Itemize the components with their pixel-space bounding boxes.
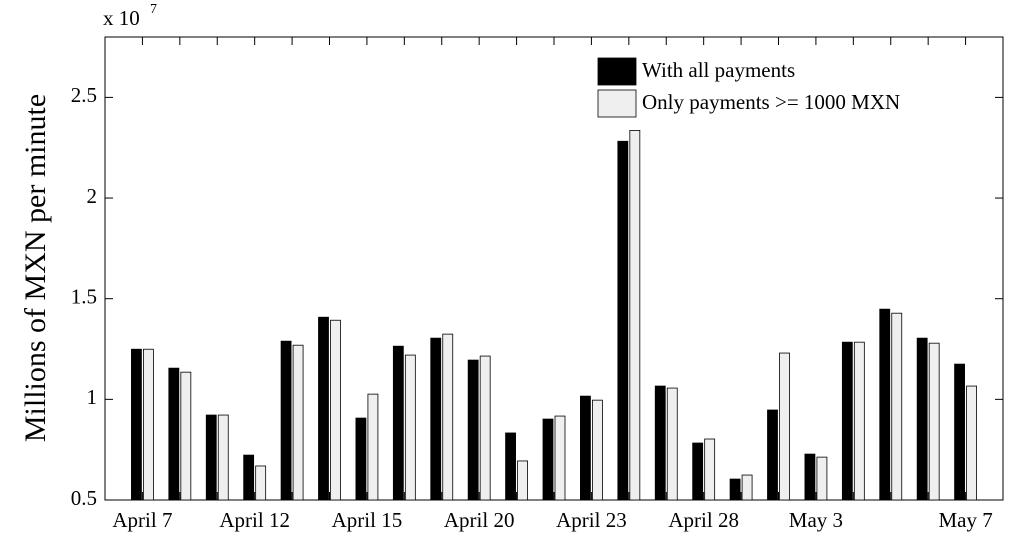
x-tick-label: April 23 xyxy=(556,508,627,532)
bar xyxy=(505,432,516,501)
legend-label: With all payments xyxy=(642,58,795,82)
bar xyxy=(692,442,704,501)
bar xyxy=(168,367,180,501)
bar xyxy=(554,415,566,501)
bar xyxy=(928,342,940,501)
bar xyxy=(255,465,267,501)
bar xyxy=(205,414,217,501)
y-tick-label: 2 xyxy=(87,184,98,208)
bar xyxy=(841,341,853,501)
bar xyxy=(954,363,965,501)
x-tick-label: April 15 xyxy=(332,508,403,532)
bar xyxy=(479,355,491,501)
bar xyxy=(280,340,292,501)
bar xyxy=(367,393,379,501)
bar xyxy=(816,456,828,501)
multiplier-exponent: 7 xyxy=(150,2,157,17)
bar xyxy=(292,344,304,501)
bar xyxy=(467,359,479,501)
legend-swatch xyxy=(597,89,637,118)
bar xyxy=(392,345,404,501)
y-tick-label: 1.5 xyxy=(71,285,97,309)
bar xyxy=(916,337,928,501)
bar xyxy=(243,454,255,501)
bar xyxy=(853,341,865,501)
legend-swatch xyxy=(597,57,637,86)
bar xyxy=(404,354,416,501)
bar xyxy=(966,385,977,501)
bar xyxy=(879,308,891,501)
bar xyxy=(217,414,229,501)
bar xyxy=(741,474,753,501)
y-tick-label: 0.5 xyxy=(71,486,97,510)
bar xyxy=(131,348,142,501)
axes-box xyxy=(104,36,1004,501)
x-tick-label: May 7 xyxy=(938,508,992,532)
bar xyxy=(891,312,903,501)
bar xyxy=(330,319,341,501)
bar xyxy=(779,352,790,501)
bar xyxy=(767,409,778,501)
bar xyxy=(442,333,454,501)
bar xyxy=(143,348,154,501)
x-tick-label: April 12 xyxy=(219,508,290,532)
y-tick-label: 1 xyxy=(87,385,98,409)
bar xyxy=(629,130,641,501)
bar xyxy=(666,387,678,501)
bar xyxy=(542,418,554,501)
x-tick-label: April 28 xyxy=(668,508,739,532)
y-axis-label: Millions of MXN per minute xyxy=(19,94,52,442)
legend-label: Only payments >= 1000 MXN xyxy=(642,90,900,114)
bar xyxy=(704,438,716,501)
bar xyxy=(517,460,528,501)
bar xyxy=(580,395,591,501)
bar xyxy=(729,478,741,501)
bar xyxy=(617,140,629,501)
bar xyxy=(430,337,442,501)
x-tick-label: May 3 xyxy=(789,508,843,532)
y-tick-label: 2.5 xyxy=(71,83,97,107)
bar xyxy=(355,417,367,501)
bar xyxy=(654,385,666,501)
x-tick-label: April 20 xyxy=(444,508,515,532)
multiplier-base: x 10 xyxy=(103,6,140,30)
bar xyxy=(318,316,329,501)
bar xyxy=(592,399,603,501)
bar xyxy=(180,371,192,501)
x-tick-label: April 7 xyxy=(112,508,172,532)
bar xyxy=(804,453,816,501)
